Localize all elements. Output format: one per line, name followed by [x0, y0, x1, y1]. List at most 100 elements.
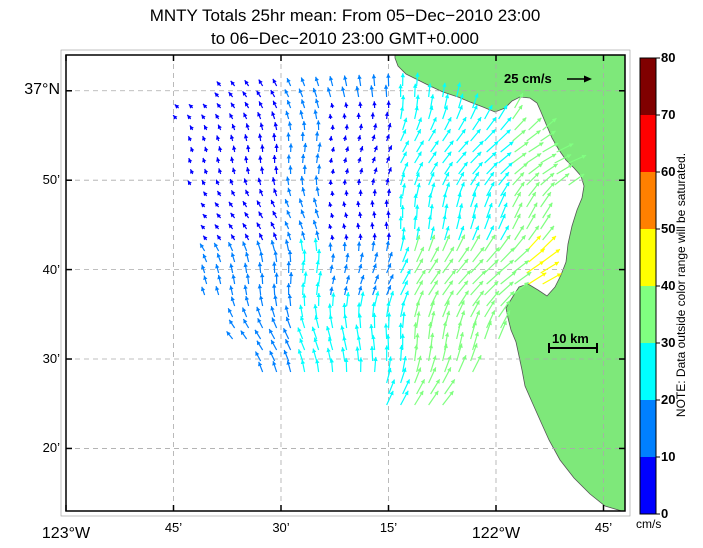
current-vector: [358, 263, 363, 274]
current-vector: [356, 241, 362, 252]
current-vector: [484, 320, 492, 340]
current-vector: [484, 191, 492, 208]
colorbar-tick-label: 0: [661, 506, 669, 521]
current-vector: [342, 223, 347, 230]
current-vector: [344, 102, 349, 109]
current-vector: [402, 379, 411, 395]
current-vector: [402, 140, 410, 153]
colorbar: [639, 57, 660, 515]
current-vector: [542, 142, 559, 153]
current-vector: [388, 145, 393, 153]
current-vector: [456, 171, 465, 186]
current-vector: [229, 178, 234, 186]
current-vector: [272, 100, 278, 109]
current-vector: [444, 246, 455, 263]
current-vector: [358, 101, 363, 109]
current-vector: [540, 261, 560, 274]
current-vectors: [172, 72, 587, 406]
current-vector: [201, 180, 206, 186]
current-vector: [215, 179, 220, 186]
current-vector: [458, 332, 465, 351]
current-vector: [285, 110, 290, 120]
current-vector: [172, 114, 178, 120]
current-vector: [244, 295, 250, 307]
current-vector: [470, 192, 477, 208]
current-vector: [498, 320, 507, 340]
current-vector: [456, 82, 462, 98]
current-vector: [226, 330, 234, 340]
current-vector: [268, 328, 276, 340]
current-vector: [412, 83, 418, 98]
current-vector: [344, 146, 350, 153]
current-vector: [470, 320, 477, 340]
current-vector: [272, 132, 277, 142]
current-vector: [217, 124, 222, 131]
current-vector: [498, 129, 511, 142]
current-vector: [202, 191, 208, 197]
colorbar-segment: [640, 400, 656, 457]
current-vector: [470, 151, 482, 164]
current-vector: [472, 290, 485, 307]
current-vector: [256, 340, 264, 351]
current-vector: [385, 334, 391, 351]
current-vector: [371, 134, 376, 142]
current-vector: [300, 315, 306, 329]
current-vector: [272, 261, 277, 274]
current-vector: [528, 202, 538, 219]
current-vector: [343, 75, 348, 87]
current-vector: [288, 272, 294, 285]
current-vector: [386, 367, 392, 384]
current-vector: [415, 94, 420, 109]
current-vector: [486, 225, 495, 241]
current-vector: [245, 273, 251, 285]
current-vector: [300, 153, 306, 164]
current-vector: [344, 357, 349, 373]
current-vector: [398, 322, 403, 340]
current-vector: [328, 314, 334, 329]
current-vector: [442, 343, 448, 362]
current-vector: [399, 106, 405, 120]
current-vector: [484, 280, 499, 296]
current-vector: [498, 259, 514, 274]
current-vector: [214, 202, 220, 208]
current-vector: [500, 181, 510, 197]
current-vector: [340, 347, 346, 362]
current-vector: [512, 104, 523, 120]
current-vector: [315, 359, 320, 373]
current-vector: [372, 101, 377, 109]
current-vector: [500, 271, 517, 285]
current-vector: [542, 163, 558, 175]
current-vector: [568, 173, 585, 186]
current-vector: [204, 168, 209, 175]
current-vector: [232, 145, 237, 153]
current-vector: [202, 253, 208, 263]
current-vector: [244, 79, 250, 87]
current-vector: [299, 338, 306, 351]
current-vector: [272, 210, 278, 219]
current-vector: [370, 178, 376, 186]
current-vector: [230, 190, 236, 197]
current-vector: [330, 190, 335, 197]
current-vector: [500, 141, 514, 153]
lon-tick-label: 122°W: [471, 525, 521, 542]
current-vector: [258, 211, 264, 219]
current-vector: [218, 146, 223, 153]
current-vector: [388, 251, 393, 263]
current-vector: [484, 128, 496, 142]
current-vector: [484, 171, 495, 186]
current-vector: [414, 172, 420, 186]
current-vector: [285, 176, 291, 186]
current-vector: [357, 134, 362, 142]
current-vector: [214, 113, 220, 120]
current-vector: [302, 293, 307, 307]
current-vector: [400, 367, 407, 384]
current-vector: [330, 234, 335, 241]
current-vector: [330, 146, 336, 153]
current-vector: [472, 202, 478, 219]
current-vector: [470, 214, 477, 230]
current-vector: [498, 300, 511, 318]
current-vector: [470, 258, 484, 274]
current-vector: [342, 157, 348, 164]
current-vector: [400, 301, 406, 318]
